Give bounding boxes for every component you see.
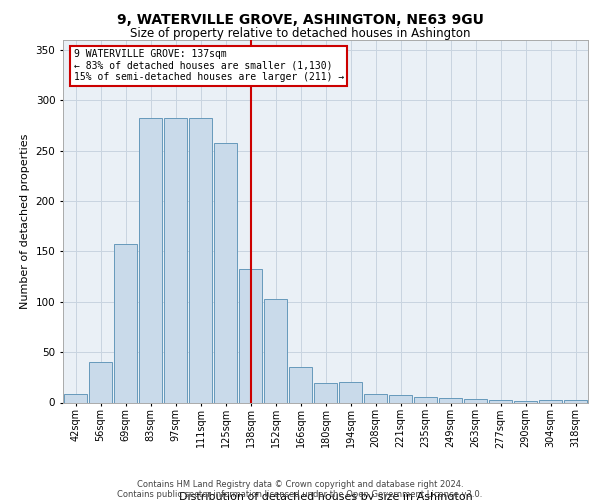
Y-axis label: Number of detached properties: Number of detached properties (20, 134, 30, 309)
Text: Size of property relative to detached houses in Ashington: Size of property relative to detached ho… (130, 28, 470, 40)
Bar (464, 400, 487, 402)
Bar (364, 394, 388, 402)
Bar (338, 382, 362, 402)
Bar (214, 142, 238, 402)
Bar (289, 368, 313, 402)
Text: 9 WATERVILLE GROVE: 137sqm
← 83% of detached houses are smaller (1,130)
15% of s: 9 WATERVILLE GROVE: 137sqm ← 83% of deta… (74, 49, 344, 82)
Bar (539, 400, 562, 402)
Text: Contains public sector information licensed under the Open Government Licence v3: Contains public sector information licen… (118, 490, 482, 499)
Bar (389, 396, 412, 402)
Bar (413, 398, 437, 402)
Text: Contains HM Land Registry data © Crown copyright and database right 2024.: Contains HM Land Registry data © Crown c… (137, 480, 463, 489)
Text: 9, WATERVILLE GROVE, ASHINGTON, NE63 9GU: 9, WATERVILLE GROVE, ASHINGTON, NE63 9GU (116, 12, 484, 26)
Bar (239, 268, 262, 402)
Bar (113, 244, 137, 402)
Bar (563, 400, 587, 402)
Bar (263, 299, 287, 403)
Bar (89, 362, 112, 403)
Bar (188, 118, 212, 403)
Bar (488, 400, 512, 402)
Bar (314, 384, 337, 402)
Bar (64, 394, 88, 402)
Bar (164, 118, 187, 403)
Bar (439, 398, 463, 402)
Bar (139, 118, 163, 403)
X-axis label: Distribution of detached houses by size in Ashington: Distribution of detached houses by size … (179, 492, 472, 500)
